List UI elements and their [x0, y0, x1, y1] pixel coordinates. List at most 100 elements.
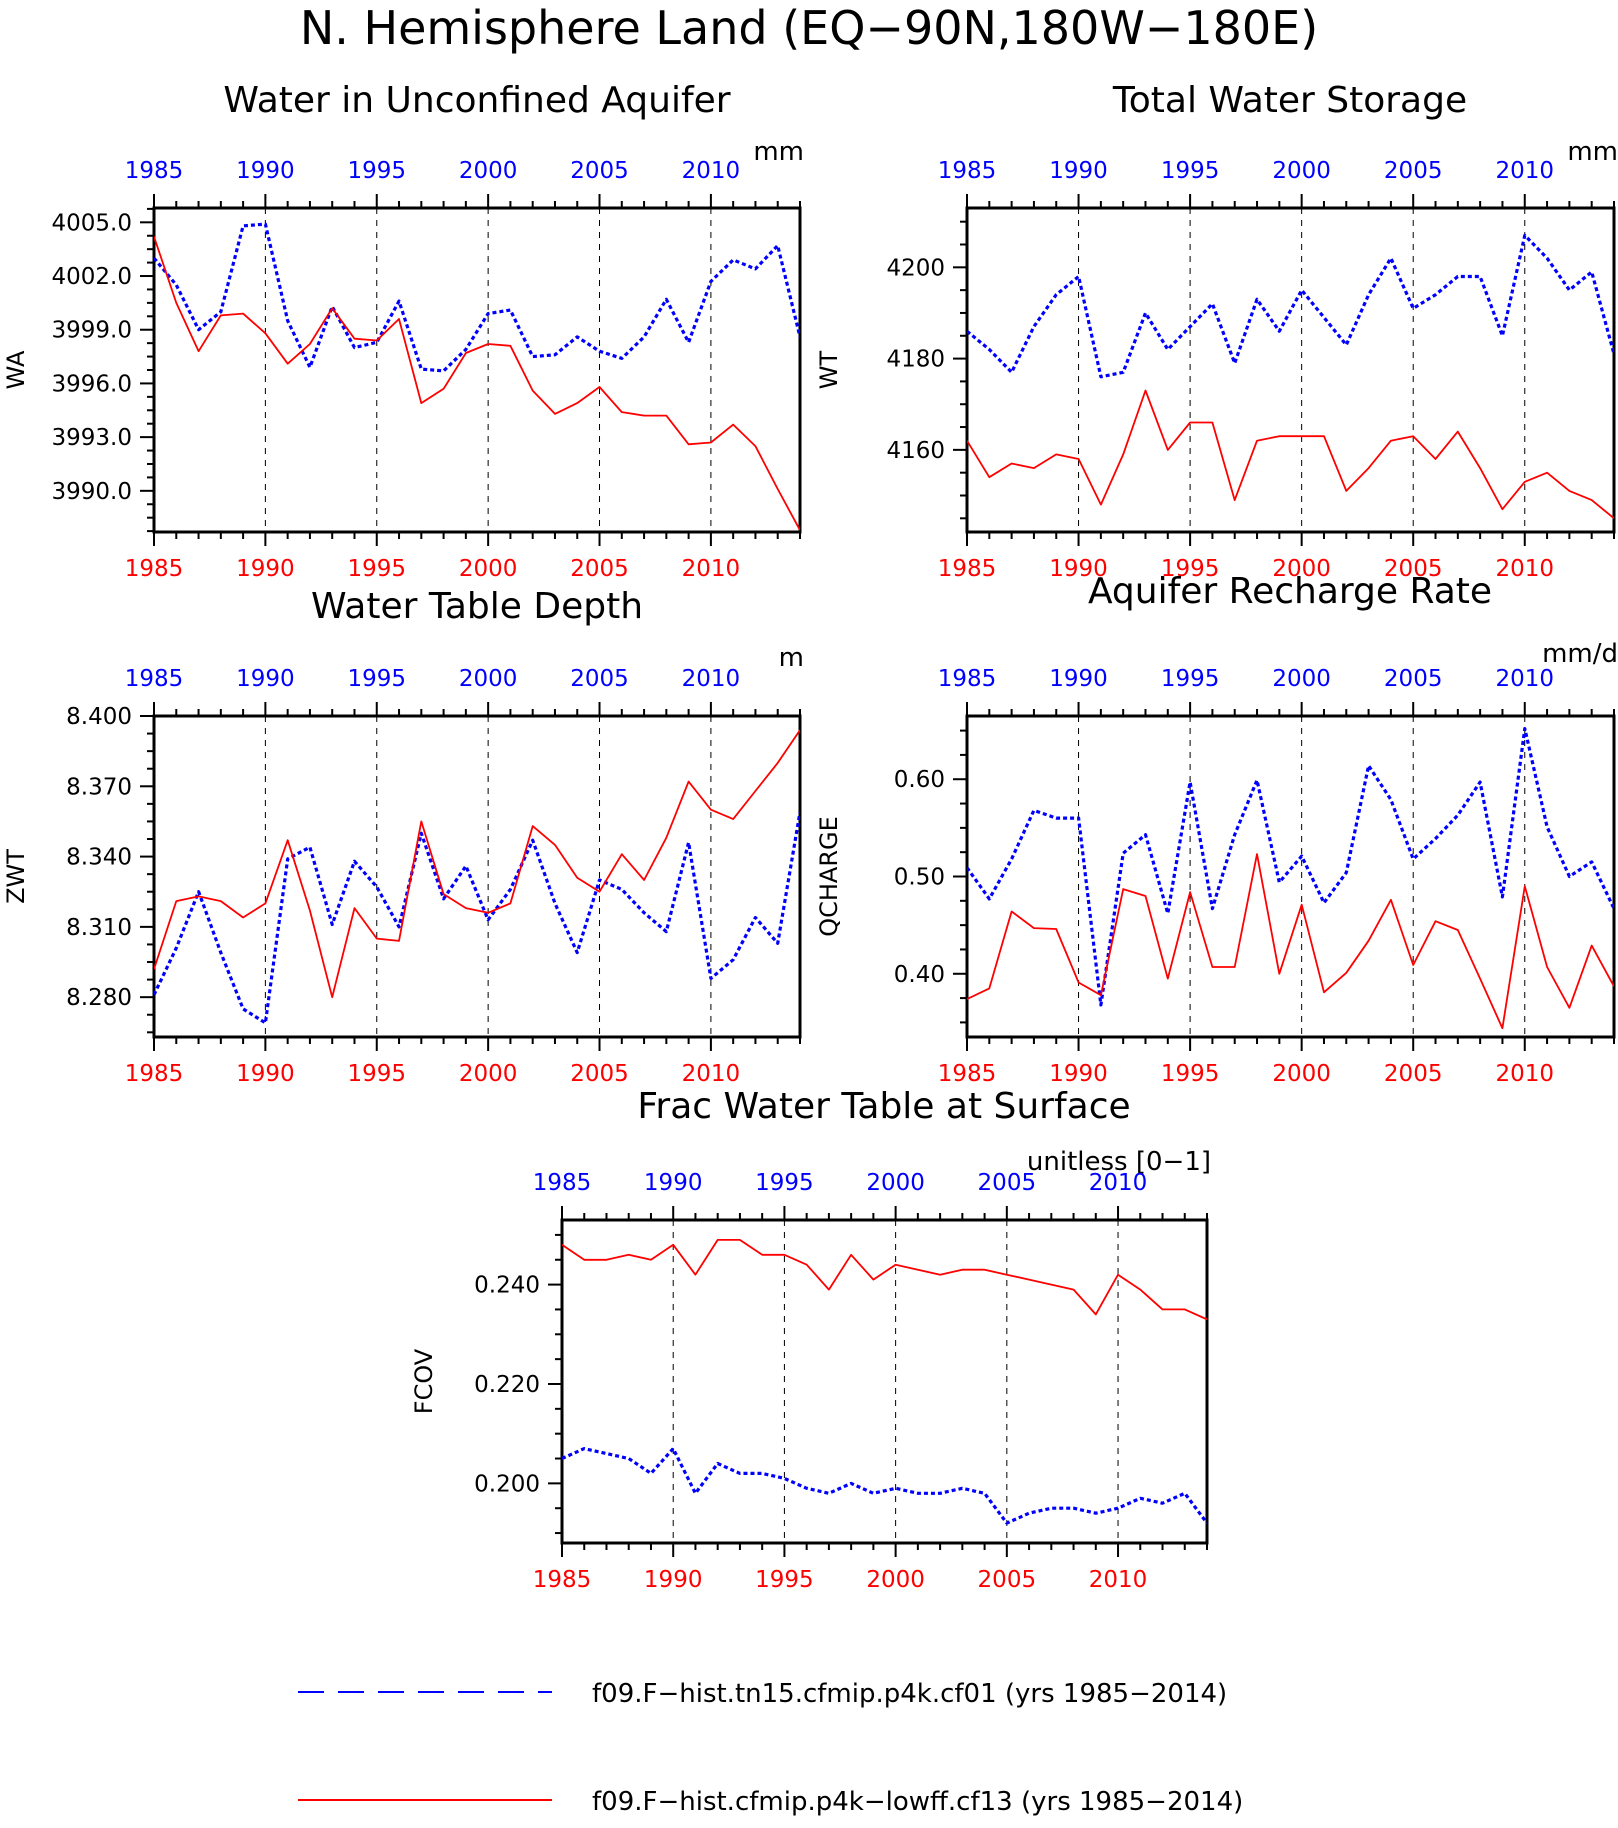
legend-label-red: f09.F−hist.cfmip.p4k−lowff.cf13 (yrs 198…: [592, 1787, 1243, 1817]
x-tick-label-top: 2000: [866, 1170, 925, 1196]
y-tick-label: 4160: [886, 438, 945, 464]
plot-frame: [152, 714, 802, 1039]
y-tick-label: 8.370: [66, 774, 132, 800]
x-tick-label-top: 2005: [570, 158, 629, 184]
x-tick-label-top: 1985: [125, 666, 184, 692]
x-tick-label-top: 2010: [1495, 158, 1554, 184]
series-line-red: [967, 389, 1614, 519]
y-tick-label: 4005.0: [52, 210, 132, 236]
series-line-blue: [967, 726, 1614, 1007]
plot-frame: [560, 1218, 1209, 1545]
series-line-red: [562, 1239, 1207, 1321]
x-tick-label-bottom: 2010: [1495, 1061, 1554, 1087]
y-tick-label: 8.310: [66, 915, 132, 941]
x-tick-label-bottom: 1985: [125, 1061, 184, 1087]
series-line-blue: [562, 1446, 1207, 1525]
x-tick-label-top: 1995: [755, 1170, 814, 1196]
x-tick-label-top: 1990: [1049, 666, 1108, 692]
x-tick-label-top: 2010: [1495, 666, 1554, 692]
x-tick-label-top: 1995: [347, 158, 406, 184]
x-tick-label-top: 2010: [682, 666, 741, 692]
x-tick-label-top: 2000: [459, 666, 518, 692]
y-axis-label: FCOV: [410, 1348, 438, 1414]
x-tick-label-bottom: 1995: [1161, 556, 1220, 582]
panel-frac-water-table-at-surface: Frac Water Table at Surface unitless [0−1…: [410, 1086, 1211, 1593]
x-tick-label-bottom: 2000: [1272, 556, 1331, 582]
units-label: unitless [0−1]: [1027, 1147, 1211, 1177]
legend: f09.F−hist.tn15.cfmip.p4k.cf01 (yrs 1985…: [298, 1679, 1243, 1817]
series-line-red: [967, 853, 1614, 1030]
x-tick-label-bottom: 1990: [1049, 1061, 1108, 1087]
x-tick-label-top: 2000: [1272, 666, 1331, 692]
panel-total-water-storage: Total Water Storage mm 1985 1985 1990 1990 199…: [815, 80, 1618, 582]
x-tick-label-top: 1995: [1161, 158, 1220, 184]
x-tick-label-bottom: 2005: [570, 556, 629, 582]
y-tick-label: 4200: [886, 255, 945, 281]
series-line-blue: [154, 222, 800, 373]
x-tick-label-bottom: 2010: [1495, 556, 1554, 582]
y-tick-label: 0.220: [474, 1372, 540, 1398]
panel-title: Water in Unconfined Aquifer: [223, 80, 730, 121]
x-tick-label-bottom: 1990: [236, 1061, 295, 1087]
x-tick-label-top: 2010: [682, 158, 741, 184]
x-tick-label-bottom: 2000: [1272, 1061, 1331, 1087]
x-tick-label-bottom: 2010: [682, 1061, 741, 1087]
plot-frame: [152, 206, 802, 534]
units-label: mm/d: [1542, 639, 1618, 669]
x-tick-label-bottom: 2010: [1089, 1567, 1148, 1593]
units-label: mm: [1567, 137, 1618, 167]
x-tick-label-bottom: 1990: [1049, 556, 1108, 582]
y-tick-label: 3990.0: [52, 479, 132, 505]
panel-title: Frac Water Table at Surface: [637, 1086, 1130, 1127]
panel-title: Total Water Storage: [1112, 80, 1467, 121]
series-line-red: [154, 729, 800, 999]
y-axis-label: WA: [2, 350, 30, 389]
x-tick-label-bottom: 1985: [125, 556, 184, 582]
panel-water-in-unconfined-aquifer: Water in Unconfined Aquifer mm 1985 1985 199…: [2, 80, 804, 582]
x-tick-label-bottom: 1985: [938, 1061, 997, 1087]
x-tick-label-bottom: 1990: [644, 1567, 703, 1593]
x-tick-label-top: 1995: [1161, 666, 1220, 692]
x-tick-label-top: 1985: [125, 158, 184, 184]
x-tick-label-top: 1985: [533, 1170, 592, 1196]
x-tick-label-bottom: 2005: [1384, 556, 1443, 582]
series-line-blue: [967, 233, 1614, 379]
x-tick-label-top: 1990: [1049, 158, 1108, 184]
x-tick-label-bottom: 1985: [533, 1567, 592, 1593]
x-tick-label-top: 2000: [1272, 158, 1331, 184]
y-tick-label: 0.60: [894, 767, 945, 793]
x-tick-label-top: 1985: [938, 666, 997, 692]
y-tick-label: 0.50: [894, 865, 945, 891]
x-tick-label-bottom: 2005: [570, 1061, 629, 1087]
x-tick-label-bottom: 1995: [347, 1061, 406, 1087]
x-tick-label-top: 1995: [347, 666, 406, 692]
y-tick-label: 4180: [886, 347, 945, 373]
x-tick-label-top: 1990: [644, 1170, 703, 1196]
units-label: m: [779, 643, 804, 673]
x-tick-label-bottom: 2000: [459, 556, 518, 582]
panel-title: Aquifer Recharge Rate: [1088, 571, 1492, 612]
y-tick-label: 8.400: [66, 704, 132, 730]
series-line-blue: [154, 811, 800, 1025]
legend-label-blue: f09.F−hist.tn15.cfmip.p4k.cf01 (yrs 1985…: [592, 1679, 1227, 1709]
y-tick-label: 4002.0: [52, 264, 132, 290]
x-tick-label-bottom: 1990: [236, 556, 295, 582]
x-tick-label-top: 2005: [978, 1170, 1037, 1196]
figure-title: N. Hemisphere Land (EQ−90N,180W−180E): [300, 1, 1318, 55]
series-line-red: [154, 236, 800, 531]
x-tick-label-top: 2005: [570, 666, 629, 692]
x-tick-label-top: 2000: [459, 158, 518, 184]
units-label: mm: [753, 137, 804, 167]
y-tick-label: 3993.0: [52, 425, 132, 451]
x-tick-label-bottom: 2010: [682, 556, 741, 582]
panel-title: Water Table Depth: [311, 586, 643, 627]
x-tick-label-bottom: 1995: [1161, 1061, 1220, 1087]
y-axis-label: WT: [815, 350, 843, 389]
panel-water-table-depth: Water Table Depth m 1985 1985 1990 1990 1995 19…: [2, 586, 804, 1087]
y-tick-label: 8.280: [66, 985, 132, 1011]
x-tick-label-top: 1990: [236, 666, 295, 692]
y-axis-label: QCHARGE: [815, 816, 843, 937]
x-tick-label-top: 2005: [1384, 666, 1443, 692]
x-tick-label-top: 1990: [236, 158, 295, 184]
x-tick-label-bottom: 1995: [347, 556, 406, 582]
